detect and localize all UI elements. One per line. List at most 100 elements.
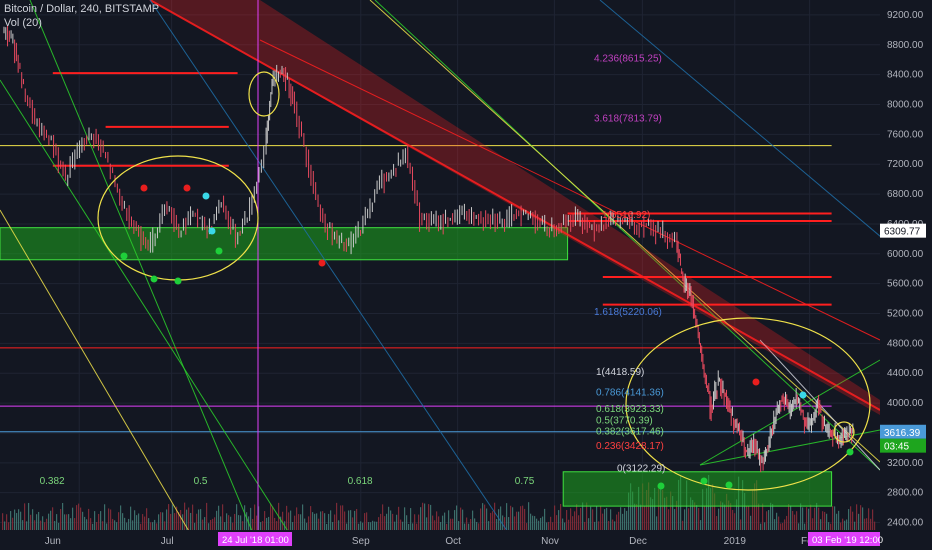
volume-bar [342,505,344,530]
volume-bar [676,500,678,530]
volume-bar [58,522,60,530]
volume-bar [418,514,420,530]
volume-bar [512,507,514,530]
volume-bar [366,512,368,530]
volume-bar [574,511,576,530]
pattern-ellipse [625,317,871,491]
volume-bar [102,521,104,530]
volume-bar [810,504,812,530]
volume-bar [314,513,316,530]
volume-bar [624,508,626,530]
y-tick-label: 4400.00 [887,368,924,379]
volume-bar [54,521,56,530]
volume-bar [610,509,612,530]
volume-bar [48,513,50,530]
volume-bar [80,507,82,530]
y-tick-label: 9200.00 [887,10,924,21]
pivot-marker [120,252,128,260]
volume-bar [818,507,820,530]
volume-bar [616,514,618,530]
volume-bar [350,510,352,530]
volume-bar [862,507,864,530]
volume-bar [510,505,512,530]
volume-bar [66,514,68,530]
volume-bar [614,521,616,530]
fib-label: 1(4418.59) [596,367,644,378]
price-axis[interactable]: 9200.00 8800.00 8400.00 8000.00 7600.00 7200.… [880,0,932,550]
volume-bar [362,522,364,530]
volume-bar [822,511,824,530]
fib-time-label: 0.382 [40,476,65,487]
volume-bar [20,511,22,530]
pivot-marker [202,192,210,200]
volume-bar [480,508,482,530]
volume-bar [798,523,800,530]
volume-bar [582,502,584,530]
volume-bar [552,522,554,530]
fib-labels: 4.236(8615.25) 3.618(7813.79) 1.618(5220.0… [40,54,666,487]
volume-bar [870,518,872,530]
volume-bar [220,516,222,530]
volume-bar [116,522,118,530]
volume-bar [402,521,404,530]
pattern-ellipse [97,155,259,281]
volume-bar [562,518,564,530]
volume-bar [778,516,780,530]
volume-indicator-label[interactable]: Vol (20) [4,17,42,29]
volume-bar [380,513,382,530]
volume-bar [722,502,724,530]
volume-bar [230,516,232,530]
volume-bar [692,499,694,530]
volume-bar [752,490,754,530]
volume-bar [516,511,518,530]
volume-bar [520,506,522,530]
volume-bar [586,502,588,530]
volume-bar [500,506,502,530]
volume-bar [750,515,752,530]
volume-bar [246,512,248,530]
volume-bar [404,507,406,530]
volume-bar [700,520,702,530]
time-axis[interactable]: JunJulSepOctNovDec2019Feb24 Jul '18 01:0… [0,530,932,550]
volume-bar [364,513,366,530]
volume-bar [764,522,766,530]
volume-bar [156,523,158,530]
volume-bar [622,513,624,530]
volume-bar [548,521,550,530]
y-tick-label: 7200.00 [887,159,924,170]
volume-bar [442,515,444,530]
volume-bar [180,510,182,530]
volume-bar [378,517,380,530]
volume-bar [14,509,16,530]
volume-bar [288,512,290,530]
volume-bar [318,518,320,530]
volume-bar [42,516,44,530]
volume-bar [238,515,240,530]
volume-bar [104,504,106,530]
volume-bar [492,511,494,530]
volume-bar [786,515,788,530]
fib-time-label: 0.5 [194,476,208,487]
volume-bar [224,522,226,530]
volume-bar [310,506,312,530]
volume-bar [576,504,578,530]
volume-bar [112,518,114,530]
price-label: 3616.39 [884,428,921,439]
volume-bar [424,503,426,530]
volume-bar [598,521,600,530]
pivot-marker [150,275,158,283]
volume-bar [706,488,708,530]
volume-bar [242,521,244,530]
y-tick-label: 6000.00 [887,249,924,260]
volume-bar [34,520,36,530]
price-candles [3,25,854,473]
volume-bar [452,518,454,530]
volume-bar [572,516,574,530]
volume-bar [148,518,150,530]
volume-bar [136,515,138,530]
volume-bar [536,518,538,530]
volume-bar [400,519,402,530]
volume-bar [258,506,260,530]
volume-bar [540,517,542,530]
